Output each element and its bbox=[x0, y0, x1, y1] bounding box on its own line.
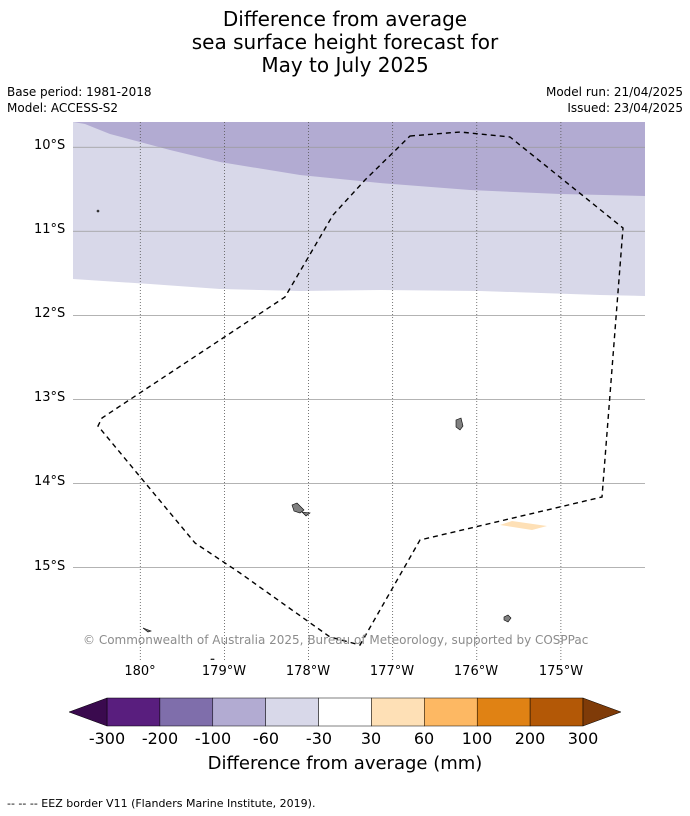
colorbar-label: -60 bbox=[252, 729, 280, 748]
gridlines bbox=[73, 122, 645, 660]
colorbar-label: -30 bbox=[305, 729, 333, 748]
colorbar-segment bbox=[424, 697, 478, 727]
lon-label-176w: 176°W bbox=[453, 664, 499, 679]
lat-label-12s: 12°S bbox=[34, 306, 66, 321]
colorbar-label: -300 bbox=[88, 729, 126, 748]
anomaly-band-medium bbox=[73, 122, 645, 196]
title-line-1: Difference from average bbox=[222, 7, 468, 31]
map-title: Difference from average sea surface heig… bbox=[0, 8, 690, 77]
issued-date: Issued: 23/04/2025 bbox=[567, 101, 683, 115]
lat-label-14s: 14°S bbox=[34, 474, 66, 489]
colorbar-label: 30 bbox=[360, 729, 382, 748]
island bbox=[210, 658, 215, 660]
colorbar bbox=[68, 697, 622, 727]
colorbar-segment bbox=[529, 697, 584, 727]
lon-label-180: 180° bbox=[124, 664, 156, 679]
eez-border bbox=[97, 131, 624, 646]
anomaly-positive-patch bbox=[500, 521, 547, 530]
colorbar-title: Difference from average (mm) bbox=[207, 753, 483, 774]
model-name: Model: ACCESS-S2 bbox=[7, 101, 119, 115]
colorbar-segment bbox=[106, 697, 161, 727]
colorbar-segment bbox=[265, 697, 319, 727]
model-run: Model run: 21/04/2025 bbox=[545, 85, 683, 99]
islands bbox=[96, 209, 512, 660]
colorbar-segment bbox=[371, 697, 425, 727]
lon-label-177w: 177°W bbox=[369, 664, 415, 679]
island bbox=[96, 209, 100, 213]
map-area bbox=[73, 122, 645, 660]
colorbar-segment bbox=[476, 697, 531, 727]
left-metadata: Base period: 1981-2018 Model: ACCESS-S2 bbox=[7, 84, 152, 116]
island bbox=[142, 627, 152, 633]
lon-label-179w: 179°W bbox=[201, 664, 247, 679]
island bbox=[291, 502, 305, 514]
base-period: Base period: 1981-2018 bbox=[7, 85, 152, 99]
colorbar-label: -200 bbox=[141, 729, 179, 748]
colorbar-over-arrow bbox=[582, 697, 622, 727]
colorbar-label: 60 bbox=[413, 729, 435, 748]
colorbar-label: -100 bbox=[194, 729, 232, 748]
title-line-3: May to July 2025 bbox=[261, 53, 429, 77]
right-metadata: Model run: 21/04/2025 Issued: 23/04/2025 bbox=[546, 84, 683, 116]
lat-label-15s: 15°S bbox=[34, 559, 66, 574]
island bbox=[455, 417, 464, 431]
island bbox=[503, 614, 512, 623]
title-line-2: sea surface height forecast for bbox=[191, 30, 499, 54]
colorbar-label: 300 bbox=[567, 729, 599, 748]
lon-label-175w: 175°W bbox=[538, 664, 584, 679]
island bbox=[301, 511, 311, 517]
eez-legend-note: -- -- -- EEZ border V11 (Flanders Marine… bbox=[7, 797, 316, 810]
colorbar-label: 200 bbox=[514, 729, 546, 748]
colorbar-under-arrow bbox=[68, 697, 108, 727]
copyright-notice: © Commonwealth of Australia 2025, Bureau… bbox=[83, 633, 589, 647]
colorbar-segment bbox=[318, 697, 372, 727]
colorbar-segment bbox=[159, 697, 214, 727]
colorbar-segment bbox=[212, 697, 266, 727]
lat-label-11s: 11°S bbox=[34, 222, 66, 237]
lon-label-178w: 178°W bbox=[285, 664, 331, 679]
colorbar-label: 100 bbox=[461, 729, 493, 748]
lat-label-13s: 13°S bbox=[34, 390, 66, 405]
lat-label-10s: 10°S bbox=[34, 138, 66, 153]
